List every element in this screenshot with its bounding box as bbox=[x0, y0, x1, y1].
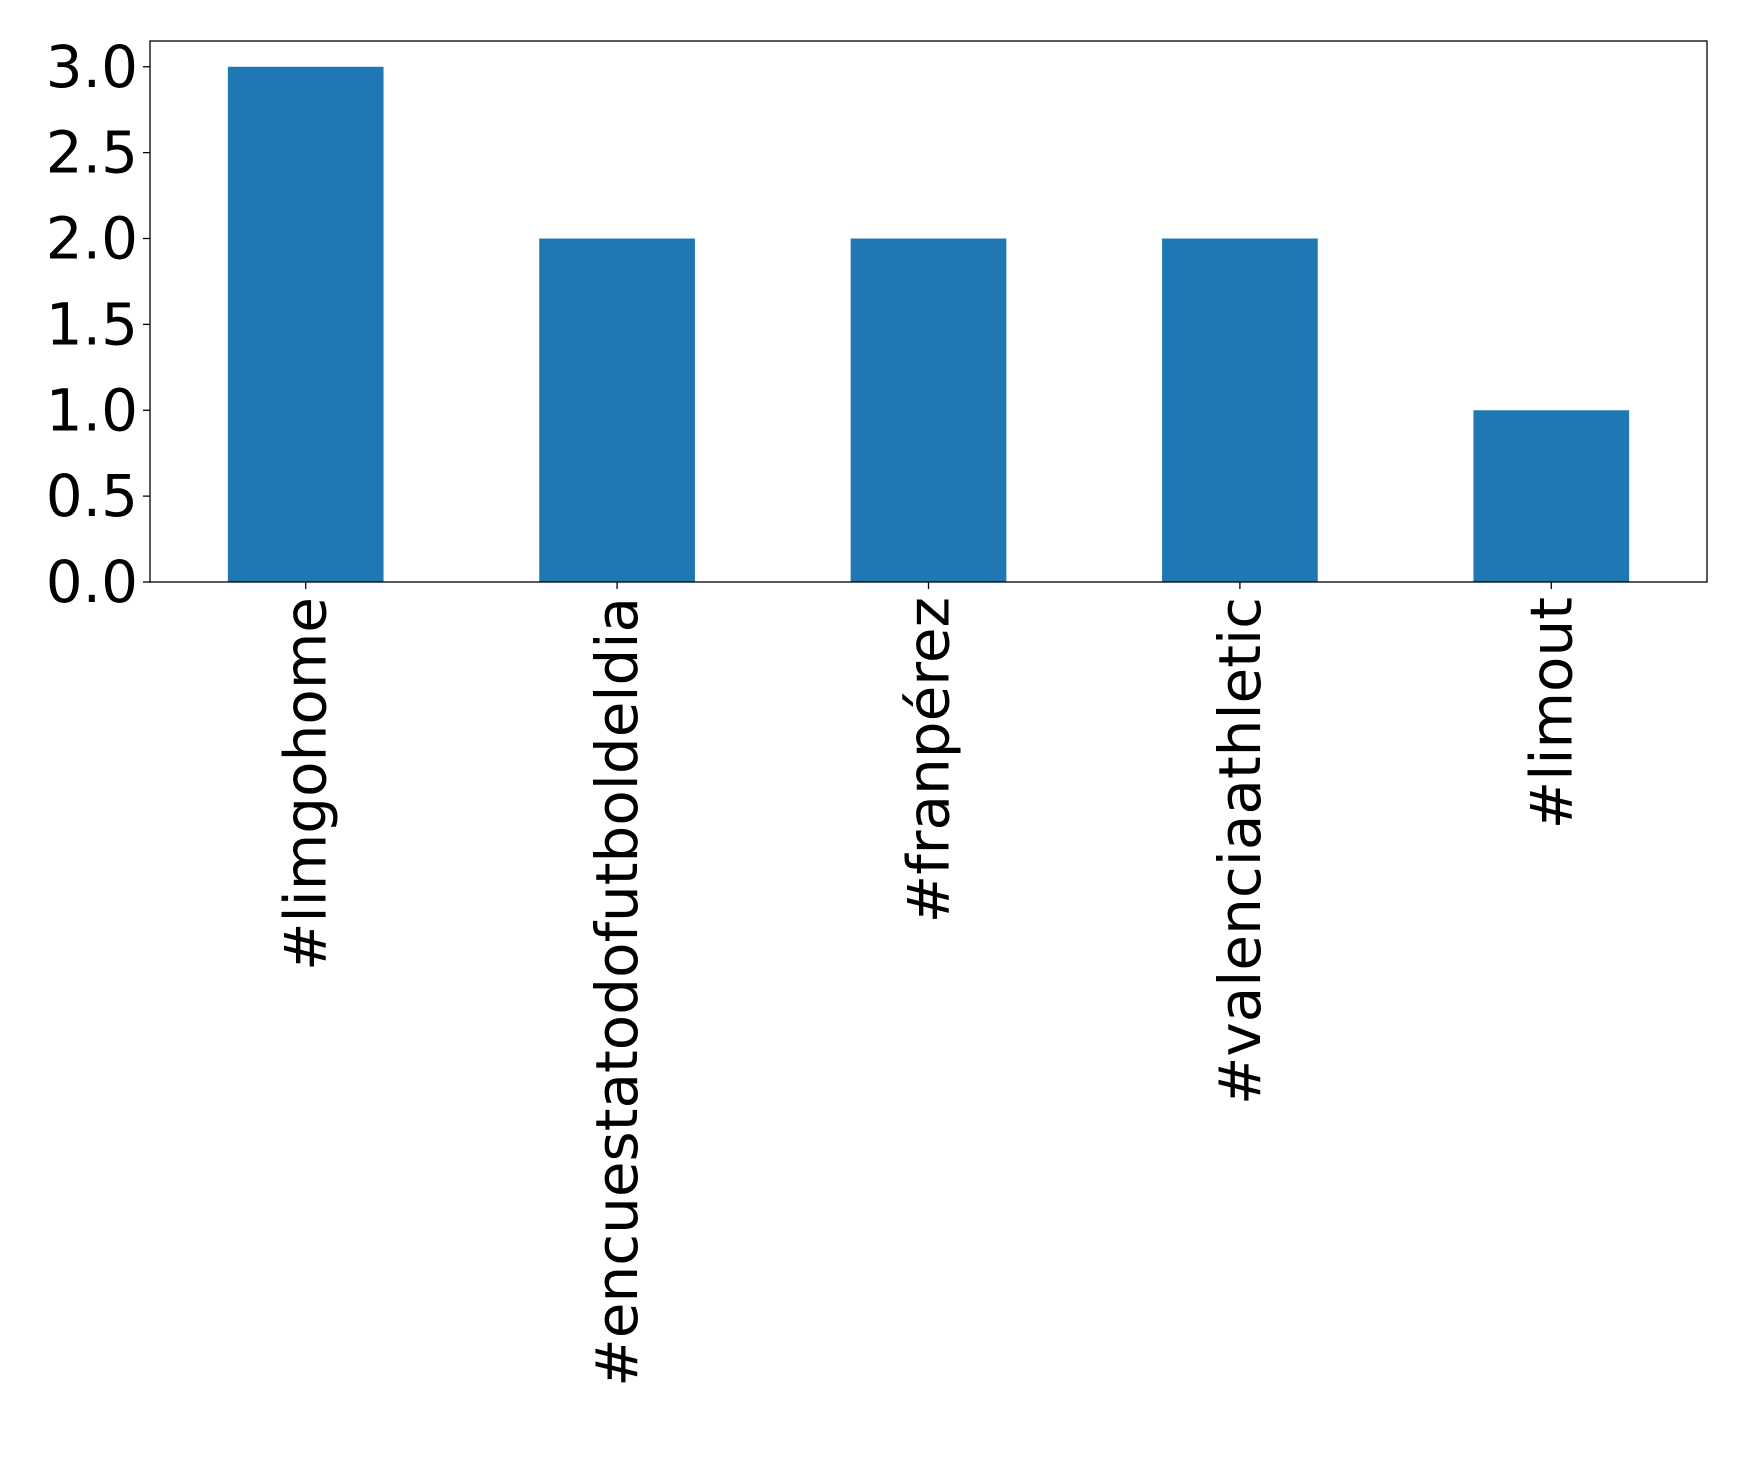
x-axis: #limgohome #encuestatodofutboldeldia #fran… bbox=[272, 582, 1585, 1387]
y-tick-label-5: 2.5 bbox=[46, 119, 138, 187]
y-tick-label-6: 3.0 bbox=[46, 33, 138, 101]
x-tick-label-2: #franpérez bbox=[895, 597, 963, 923]
x-tick-label-1: #encuestatodofutboldeldia bbox=[583, 597, 651, 1387]
y-tick-label-1: 0.5 bbox=[46, 462, 138, 530]
y-axis: 0.0 0.5 1.0 1.5 2.0 2.5 3.0 bbox=[46, 33, 150, 616]
bar-1 bbox=[539, 238, 695, 582]
bars-layer bbox=[227, 66, 1630, 582]
bar-4 bbox=[1473, 410, 1630, 582]
bar-3 bbox=[1162, 238, 1318, 582]
x-tick-label-4: #limout bbox=[1517, 597, 1585, 829]
bar-0 bbox=[227, 66, 384, 582]
y-tick-label-0: 0.0 bbox=[46, 548, 138, 616]
y-tick-label-3: 1.5 bbox=[46, 290, 138, 358]
y-tick-label-4: 2.0 bbox=[46, 205, 138, 273]
bar-2 bbox=[850, 238, 1007, 582]
x-tick-label-3: #valenciaathletic bbox=[1206, 597, 1274, 1105]
x-tick-label-0: #limgohome bbox=[272, 597, 340, 971]
y-tick-label-2: 1.0 bbox=[46, 376, 138, 444]
